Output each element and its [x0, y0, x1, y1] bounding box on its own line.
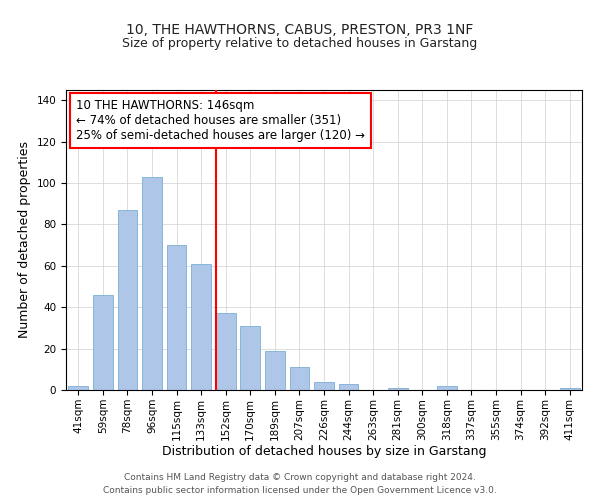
- Bar: [118, 210, 137, 390]
- Text: Contains HM Land Registry data © Crown copyright and database right 2024.
Contai: Contains HM Land Registry data © Crown c…: [103, 474, 497, 495]
- Bar: [68, 386, 88, 390]
- Bar: [314, 382, 334, 390]
- Bar: [265, 350, 284, 390]
- Bar: [560, 388, 580, 390]
- Bar: [388, 388, 407, 390]
- Bar: [290, 367, 309, 390]
- Bar: [167, 245, 187, 390]
- Bar: [437, 386, 457, 390]
- Bar: [142, 177, 162, 390]
- Bar: [93, 295, 113, 390]
- Bar: [241, 326, 260, 390]
- Bar: [339, 384, 358, 390]
- X-axis label: Distribution of detached houses by size in Garstang: Distribution of detached houses by size …: [162, 446, 486, 458]
- Y-axis label: Number of detached properties: Number of detached properties: [18, 142, 31, 338]
- Text: 10 THE HAWTHORNS: 146sqm
← 74% of detached houses are smaller (351)
25% of semi-: 10 THE HAWTHORNS: 146sqm ← 74% of detach…: [76, 99, 365, 142]
- Text: Size of property relative to detached houses in Garstang: Size of property relative to detached ho…: [122, 38, 478, 51]
- Text: 10, THE HAWTHORNS, CABUS, PRESTON, PR3 1NF: 10, THE HAWTHORNS, CABUS, PRESTON, PR3 1…: [127, 22, 473, 36]
- Bar: [191, 264, 211, 390]
- Bar: [216, 314, 236, 390]
